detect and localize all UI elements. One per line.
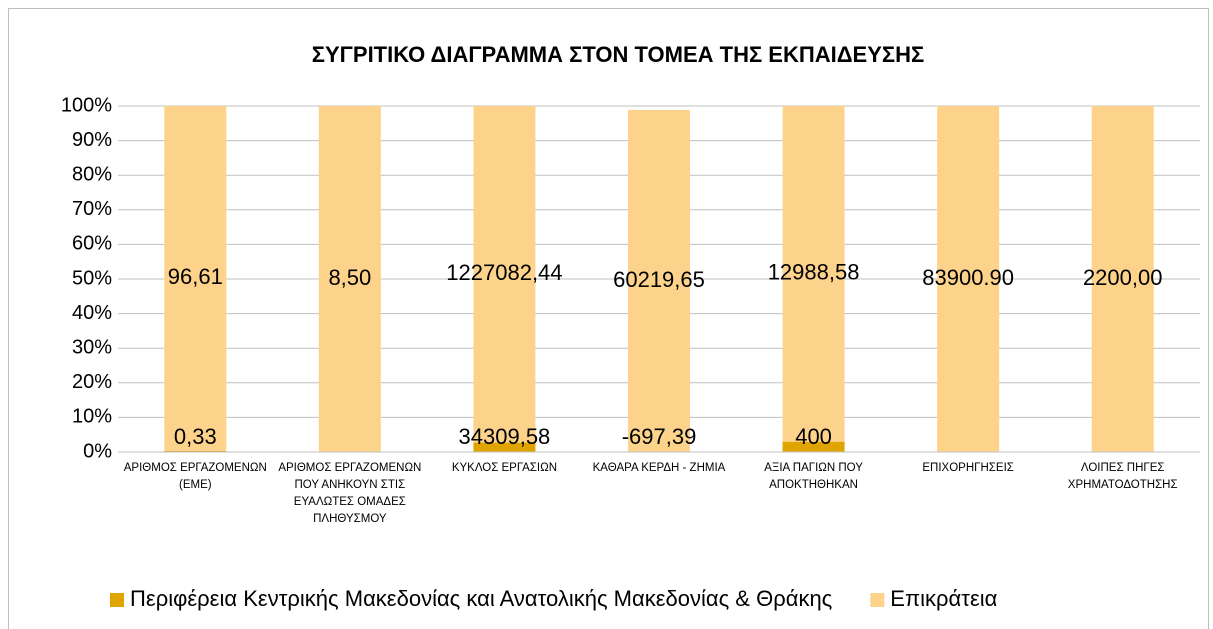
- y-tick-label: 70%: [72, 198, 112, 220]
- data-label: 2200,00: [1083, 265, 1163, 290]
- x-tick-label: ΚΥΚΛΟΣ ΕΡΓΑΣΙΩΝ: [451, 462, 558, 474]
- bar: [782, 441, 845, 452]
- legend-swatch: [110, 593, 124, 607]
- y-tick-label: 30%: [72, 336, 112, 358]
- bar: [164, 106, 227, 451]
- y-tick-label: 20%: [72, 371, 112, 393]
- data-label: 96,61: [168, 264, 223, 289]
- data-label: 8,50: [328, 265, 371, 290]
- y-tick-label: 80%: [72, 163, 112, 185]
- legend-label: Επικράτεια: [890, 586, 997, 611]
- data-label: 60219,65: [613, 267, 705, 292]
- data-label: 34309,58: [459, 424, 551, 449]
- y-tick-label: 50%: [72, 267, 112, 289]
- y-tick-label: 100%: [61, 94, 112, 116]
- bar: [318, 106, 381, 452]
- bar: [473, 442, 536, 452]
- chart-title: ΣΥΓΡΙΤΙΚΟ ΔΙΑΓΡΑΜΜΑ ΣΤΟΝ ΤΟΜΕΑ ΤΗΣ ΕΚΠΑΙ…: [312, 42, 924, 67]
- data-label: 83900.90: [922, 265, 1014, 290]
- bar: [164, 450, 227, 452]
- y-tick-label: 10%: [72, 406, 112, 428]
- x-tick-label: ΑΞΙΑ ΠΑΓΙΩΝ ΠΟΥ ΑΠΟΚΤΗΘΗΚΑΝ: [764, 462, 863, 491]
- x-tick-label: ΕΠΙΧΟΡΗΓΗΣΕΙΣ: [922, 462, 1014, 474]
- data-label: 0,33: [174, 424, 217, 449]
- x-tick-label: ΚΑΘΑΡΑ ΚΕΡΔΗ - ΖΗΜΙΑ: [592, 462, 726, 474]
- bar: [1091, 106, 1154, 452]
- legend-label: Περιφέρεια Κεντρικής Μακεδονίας και Ανατ…: [130, 586, 832, 611]
- x-tick-label: ΑΡΙΘΜΟΣ ΕΡΓΑΖΟΜΕΝΩΝ ΠΟΥ ΑΝΗΚΟΥΝ ΣΤΙΣ ΕΥΑ…: [278, 462, 422, 525]
- bar: [628, 109, 690, 452]
- data-label: 12988,58: [768, 260, 860, 285]
- y-tick-label: 40%: [72, 302, 112, 324]
- y-tick-label: 90%: [72, 129, 112, 151]
- bar: [782, 106, 845, 442]
- y-tick-label: 0%: [83, 440, 112, 462]
- bar: [937, 106, 1000, 452]
- legend-swatch: [870, 593, 885, 607]
- bars: [164, 106, 1154, 452]
- data-label: 400: [795, 424, 832, 449]
- data-label: 1227082,44: [446, 260, 562, 285]
- bar: [473, 106, 536, 443]
- data-label: -697,39: [622, 424, 697, 449]
- x-tick-label: ΛΟΙΠΕΣ ΠΗΓΕΣ ΧΡΗΜΑΤΟΔΟΤΗΣΗΣ: [1067, 462, 1178, 491]
- x-tick-label: ΑΡΙΘΜΟΣ ΕΡΓΑΖΟΜΕΝΩΝ (ΕΜΕ): [123, 462, 267, 491]
- y-tick-label: 60%: [72, 233, 112, 255]
